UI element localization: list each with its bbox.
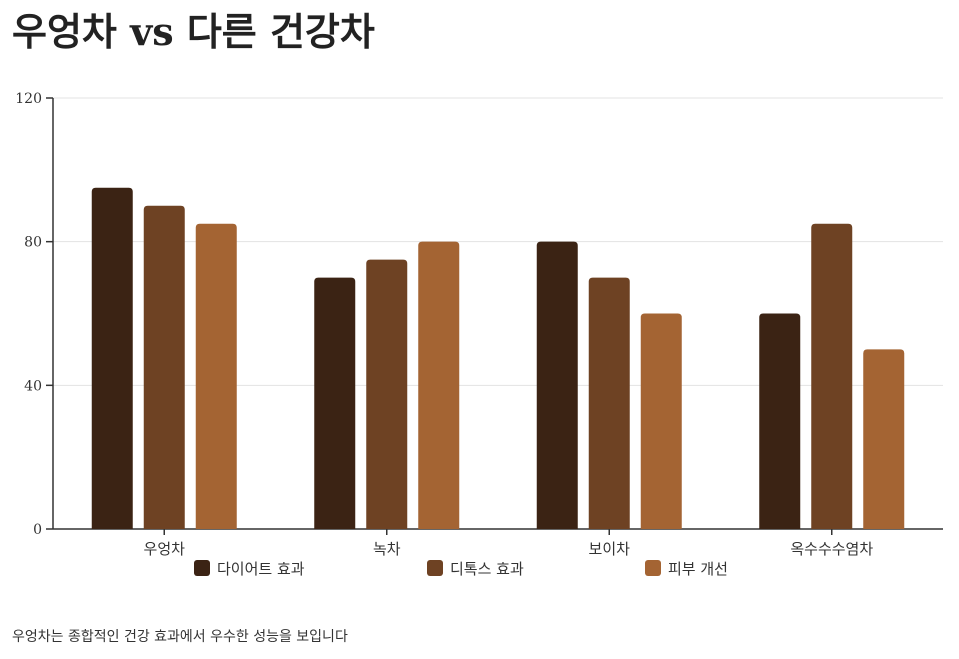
y-tick-label: 120 [15, 91, 42, 107]
bar [91, 187, 133, 529]
x-tick-label: 옥수수수염차 [790, 540, 873, 556]
x-tick-label: 녹차 [373, 540, 401, 556]
bar [588, 277, 630, 529]
chart-legend: 다이어트 효과 디톡스 효과 피부 개선 [0, 556, 959, 580]
bar [863, 349, 905, 529]
legend-swatch [194, 560, 210, 576]
bar [314, 277, 356, 529]
y-tick-label: 40 [24, 378, 42, 394]
y-tick-label: 0 [33, 522, 42, 538]
legend-swatch [427, 560, 443, 576]
bar [759, 313, 801, 529]
y-tick-label: 80 [24, 235, 42, 251]
bar-chart: 0 40 80 120 우엉차 녹차 보이차 옥수수수염차 [15, 91, 943, 556]
legend-swatch [645, 560, 661, 576]
legend-item: 다이어트 효과 [194, 556, 305, 580]
legend-label: 피부 개선 [668, 559, 728, 578]
legend-item: 피부 개선 [645, 556, 728, 580]
x-tick-label: 보이차 [589, 540, 631, 556]
bar [811, 223, 853, 530]
chart-title: 우엉차 vs 다른 건강차 [12, 9, 375, 54]
legend-label: 디톡스 효과 [450, 559, 524, 578]
legend-item: 디톡스 효과 [427, 556, 524, 580]
bar [195, 223, 237, 530]
bar [536, 241, 578, 529]
bar [418, 241, 460, 529]
legend-label: 다이어트 효과 [217, 559, 305, 578]
footer-note: 우엉차는 종합적인 건강 효과에서 우수한 성능을 보입니다 [12, 629, 348, 645]
bar [640, 313, 682, 529]
bar [143, 205, 185, 529]
x-tick-label: 우엉차 [144, 540, 186, 556]
bar [366, 259, 408, 529]
